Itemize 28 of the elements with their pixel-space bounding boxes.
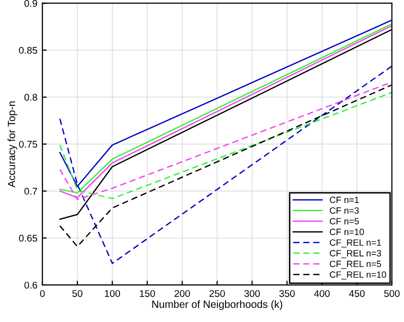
legend-label: CF n=5: [330, 218, 359, 224]
x-tick-label: 200: [174, 290, 190, 297]
legend-label: CF n=3: [330, 207, 359, 214]
legend-label: CF_REL n=5: [330, 260, 382, 269]
y-tick-label: 0.65: [19, 234, 38, 242]
y-tick-label: 0.9: [24, 0, 38, 7]
x-tick-label: 300: [244, 290, 260, 297]
x-tick-label: 450: [349, 290, 365, 297]
x-axis-title: Number of Neigborhoods (k): [152, 300, 282, 310]
y-tick-label: 0.6: [24, 282, 38, 289]
y-tick-label: 0.7: [24, 188, 38, 195]
y-axis-title: Accuracy for Top-n: [8, 101, 18, 188]
legend-label: CF_REL n=3: [330, 250, 382, 258]
legend-label: CF n=1: [330, 196, 359, 204]
x-tick-label: 150: [140, 290, 155, 297]
legend-label: CF n=10: [330, 228, 364, 236]
x-tick-label: 250: [210, 290, 225, 297]
x-tick-label: 0: [40, 290, 45, 297]
legend-label: CF_REL n=1: [330, 239, 382, 248]
y-tick-label: 0.85: [19, 46, 38, 54]
x-tick-label: 500: [384, 290, 400, 297]
x-tick-label: 350: [279, 290, 295, 297]
y-tick-label: 0.8: [24, 94, 38, 101]
x-tick-label: 100: [104, 290, 120, 297]
legend-label: CF_REL n=10: [330, 271, 386, 280]
x-tick-label: 400: [314, 290, 330, 297]
y-tick-label: 0.75: [19, 140, 38, 148]
x-tick-label: 50: [72, 290, 82, 297]
